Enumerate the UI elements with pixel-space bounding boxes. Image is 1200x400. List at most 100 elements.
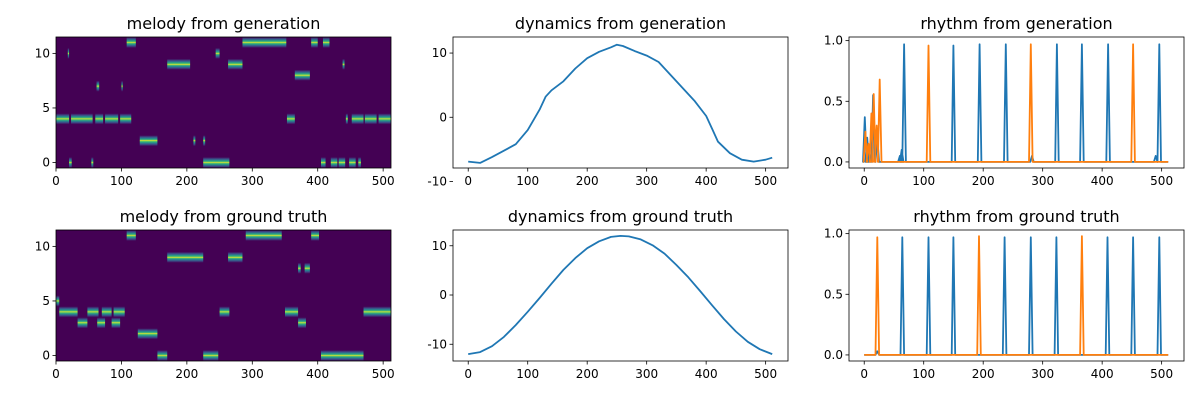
x-tick-label: 0 <box>860 367 868 381</box>
plot-area <box>56 230 391 361</box>
note-segment <box>320 157 326 168</box>
note-segment <box>342 58 345 70</box>
note-segment <box>345 113 348 125</box>
dynamics-from-generation-panel: dynamics from generation 0 100 200 300 400 50… <box>427 14 789 188</box>
x-tick-label: 300 <box>1031 367 1054 381</box>
series-line-1 <box>468 43 773 164</box>
note-segment <box>113 306 125 318</box>
x-tick-label: 500 <box>1150 174 1173 188</box>
note-segment <box>363 306 391 318</box>
note-segment <box>298 262 301 274</box>
x-tick-label: 200 <box>175 367 198 381</box>
plot-area <box>864 235 1169 356</box>
note-segment <box>311 37 318 48</box>
y-tick-label: 10 <box>432 46 447 60</box>
note-segment <box>137 328 158 340</box>
note-segment <box>67 47 70 59</box>
x-tick-label: 100 <box>110 367 133 381</box>
note-segment <box>71 113 93 125</box>
axes-frame <box>452 229 789 362</box>
x-tick-label: 200 <box>972 174 995 188</box>
x-tick-label: 500 <box>1150 367 1173 381</box>
chart-title: rhythm from generation <box>920 14 1112 33</box>
note-segment <box>364 113 377 125</box>
chart-title: rhythm from ground truth <box>913 207 1119 226</box>
x-tick-label: 300 <box>241 174 264 188</box>
plot-area <box>56 37 391 168</box>
note-segment <box>358 157 361 168</box>
note-segment <box>69 157 72 168</box>
x-tick-label: 400 <box>695 367 718 381</box>
x-tick-label: 0 <box>860 174 868 188</box>
axes-frame <box>452 36 789 169</box>
y-tick-label: -10 <box>427 174 447 188</box>
y-tick-label: 0 <box>439 288 447 302</box>
note-segment <box>330 157 338 168</box>
note-segment <box>101 306 112 318</box>
chart-title: dynamics from generation <box>515 14 726 33</box>
note-segment <box>286 113 295 125</box>
dynamics-from-ground-truth-panel: dynamics from ground truth 0 100 200 300 400… <box>427 207 789 381</box>
chart-title: melody from generation <box>127 14 321 33</box>
melody-from-ground-truth-panel: melody from ground truth 0 100 200 300 400 50… <box>35 207 395 381</box>
note-segment <box>298 317 306 329</box>
note-segment <box>351 113 364 125</box>
x-tick-label: 200 <box>972 367 995 381</box>
x-tick-label: 200 <box>175 174 198 188</box>
note-segment <box>87 306 99 318</box>
x-tick-label: 500 <box>754 367 777 381</box>
note-segment <box>126 37 136 48</box>
note-segment <box>120 113 132 125</box>
note-segment <box>322 37 330 48</box>
rhythm-from-generation-panel: rhythm from generation 0 100 200 300 400 500 0… <box>824 14 1185 188</box>
y-tick-label: 0.0 <box>824 348 843 362</box>
y-tick-label: 0 <box>439 110 447 124</box>
x-tick-label: 400 <box>1091 367 1114 381</box>
axes-frame <box>848 229 1185 362</box>
note-segment <box>111 317 121 329</box>
y-tick-label: 10 <box>35 46 50 60</box>
y-tick-label: -10 <box>427 337 447 351</box>
y-tick-label: 1.0 <box>824 227 843 241</box>
x-tick-label: 300 <box>1031 174 1054 188</box>
note-segment <box>245 230 282 241</box>
x-tick-label: 100 <box>516 367 539 381</box>
note-segment <box>203 350 219 361</box>
y-tick-label: 0 <box>42 156 50 170</box>
note-segment <box>294 69 310 81</box>
x-tick-label: 100 <box>912 367 935 381</box>
x-tick-label: 200 <box>576 367 599 381</box>
axes-frame <box>55 229 392 362</box>
x-tick-label: 300 <box>635 367 658 381</box>
x-tick-label: 0 <box>52 174 60 188</box>
note-segment <box>215 47 220 59</box>
note-segment <box>338 157 346 168</box>
heatmap-background <box>56 37 391 168</box>
heatmap-background <box>56 230 391 361</box>
y-tick-label: 0.0 <box>824 155 843 169</box>
note-segment <box>167 58 191 70</box>
x-tick-label: 0 <box>464 367 472 381</box>
note-segment <box>56 113 70 125</box>
axes-frame <box>55 36 392 169</box>
note-segment <box>304 262 310 274</box>
note-segment <box>96 80 100 92</box>
note-segment <box>121 80 123 92</box>
note-segment <box>91 157 94 168</box>
note-segment <box>56 295 60 307</box>
plot-area <box>862 43 1169 163</box>
note-segment <box>349 157 356 168</box>
note-segment <box>139 135 158 147</box>
note-segment <box>157 350 168 361</box>
plot-area <box>468 43 773 164</box>
note-segment <box>97 317 106 329</box>
rhythm-from-ground-truth-panel: rhythm from ground truth 0 100 200 300 400 50… <box>824 207 1185 381</box>
x-tick-label: 200 <box>576 174 599 188</box>
note-segment <box>167 251 204 263</box>
plot-area <box>468 234 773 355</box>
y-tick-label: 10 <box>35 239 50 253</box>
note-segment <box>95 113 104 125</box>
x-tick-label: 500 <box>754 174 777 188</box>
axes-frame <box>848 36 1185 169</box>
